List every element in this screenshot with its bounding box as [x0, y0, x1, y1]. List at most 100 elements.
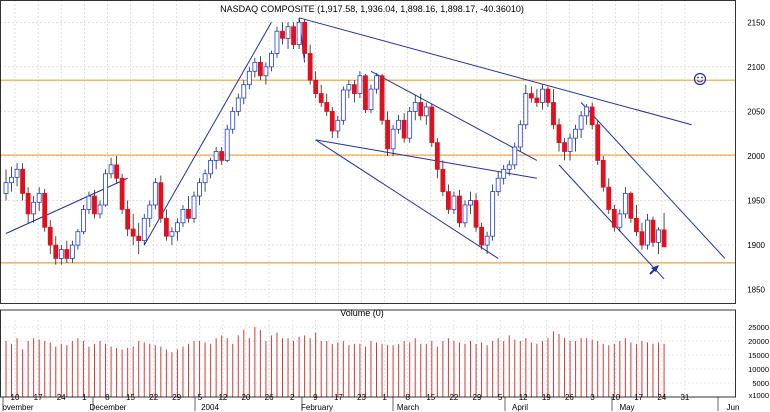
candle-body	[180, 209, 186, 224]
arrow-icon	[649, 265, 659, 275]
candle	[103, 169, 108, 207]
candle-body	[152, 182, 158, 206]
candle-body	[440, 168, 446, 193]
candle	[257, 56, 263, 81]
candle	[75, 229, 81, 250]
candle-body	[385, 119, 390, 150]
y-tick-label: 1900	[747, 241, 765, 250]
volume-bars	[5, 327, 665, 397]
candle-body	[14, 168, 20, 178]
candle-body	[103, 173, 108, 206]
x-tick-label: 31	[680, 393, 689, 402]
x-tick-label: 26	[565, 393, 574, 402]
candle-body	[9, 176, 14, 184]
candle-body	[47, 226, 53, 246]
candle	[53, 236, 59, 265]
candle	[600, 155, 606, 192]
candle-body	[296, 21, 302, 45]
candle-body	[363, 75, 368, 111]
candle	[379, 73, 385, 125]
candle	[445, 184, 451, 214]
candle-body	[501, 168, 507, 179]
candle	[490, 184, 496, 241]
y-tick-label: 1850	[747, 286, 765, 295]
candle	[147, 200, 153, 228]
candle-body	[622, 192, 628, 215]
trend-line	[580, 102, 726, 259]
candle-body	[58, 249, 64, 259]
candle	[534, 89, 540, 107]
candle-body	[512, 146, 518, 166]
candle	[241, 80, 247, 105]
x-tick-label: 24	[657, 393, 666, 402]
candle-body	[197, 182, 202, 197]
candle-body	[556, 124, 562, 143]
chart-title: NASDAQ COMPOSITE (1,917.58, 1,936.04, 1,…	[220, 4, 524, 14]
candle	[357, 71, 363, 99]
candle	[423, 102, 429, 125]
candle	[224, 124, 230, 163]
candle-body	[595, 124, 601, 161]
month-label: ovember	[2, 403, 33, 412]
x-tick-label: 20	[242, 393, 251, 402]
candle	[390, 124, 396, 156]
month-label: December	[90, 403, 127, 412]
candle-body	[114, 164, 119, 179]
candle	[158, 175, 164, 223]
candle	[335, 115, 341, 139]
candle	[313, 71, 319, 99]
candle-body	[31, 201, 37, 215]
candle-body	[351, 84, 357, 94]
candle-body	[69, 244, 75, 259]
candle-body	[163, 217, 169, 237]
candle-body	[25, 192, 31, 215]
grid	[0, 0, 735, 397]
candle	[645, 213, 650, 250]
candle-body	[335, 119, 341, 132]
x-tick-label: 8	[105, 393, 110, 402]
x-tick-label: 19	[542, 393, 551, 402]
candle	[58, 245, 64, 265]
candle-body	[551, 102, 556, 126]
candle	[291, 22, 296, 50]
candle-body	[445, 191, 451, 210]
candle	[3, 169, 9, 201]
candle	[136, 222, 142, 254]
candle	[152, 178, 158, 210]
x-tick-label: 12	[519, 393, 528, 402]
candle-body	[468, 200, 473, 206]
candle	[562, 138, 567, 161]
candle-body	[252, 61, 258, 72]
candle-body	[606, 186, 612, 210]
candle-body	[412, 102, 418, 112]
candle	[584, 104, 590, 125]
candle-body	[484, 235, 490, 246]
candle-body	[202, 173, 208, 184]
candle	[418, 93, 424, 121]
candle-body	[401, 119, 407, 139]
candle-body	[75, 231, 81, 246]
candle-body	[81, 209, 86, 233]
candle-body	[208, 160, 214, 175]
y-tick-label: 2150	[747, 18, 765, 27]
candle-body	[573, 128, 578, 139]
candle	[130, 213, 136, 246]
candle	[589, 102, 595, 130]
candle-body	[20, 168, 25, 194]
candle	[484, 231, 490, 254]
month-label: April	[512, 403, 528, 412]
x-tick-label: 5	[498, 393, 503, 402]
candle	[280, 22, 285, 45]
candle	[42, 188, 48, 232]
candle	[235, 93, 241, 116]
volume-frame	[0, 309, 736, 398]
candle	[252, 57, 258, 78]
candle-body	[263, 66, 269, 77]
axes	[0, 0, 736, 411]
candle-body	[42, 192, 48, 228]
candle-body	[628, 192, 634, 219]
trend-line	[370, 70, 538, 161]
trend-line	[558, 164, 665, 280]
x-tick-label: 29	[473, 393, 482, 402]
candle	[329, 106, 335, 139]
